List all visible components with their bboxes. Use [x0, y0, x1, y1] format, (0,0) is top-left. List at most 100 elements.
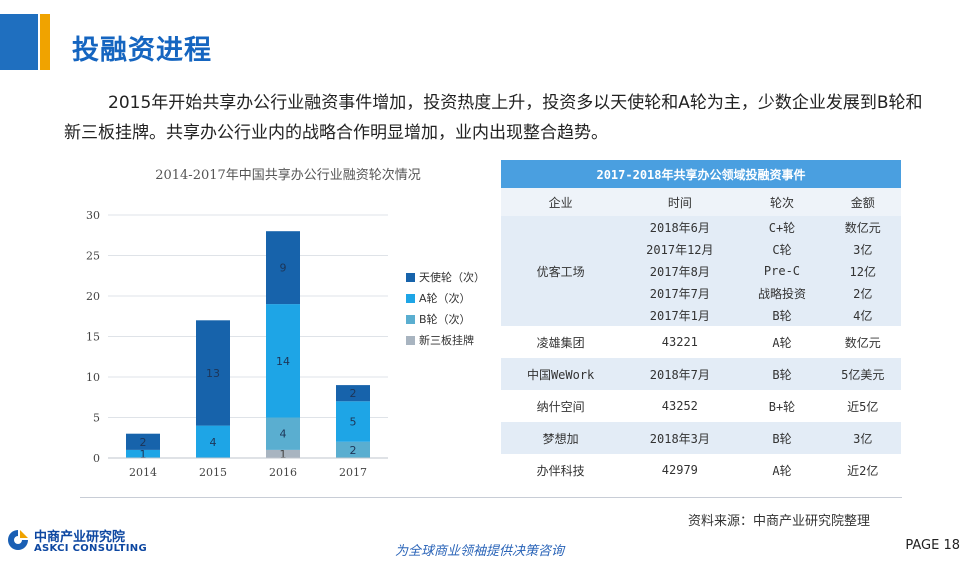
table-cell-amount: 12亿 — [824, 260, 901, 282]
table-cell-round: 战略投资 — [739, 282, 825, 304]
table-cell-round: C+轮 — [739, 216, 825, 238]
table-row: 2017年1月 B轮 4亿 — [501, 304, 901, 326]
bar-segment — [336, 401, 370, 442]
bar-data-label: 4 — [210, 436, 217, 449]
table-row: 凌雄集团 43221 A轮 数亿元 — [501, 326, 901, 358]
chart-title: 2014-2017年中国共享办公行业融资轮次情况 — [155, 168, 421, 183]
y-tick-label: 10 — [86, 371, 100, 384]
bar-data-label: 2 — [140, 436, 147, 449]
header-accent-blue — [0, 14, 38, 70]
table-cell-amount: 2亿 — [824, 282, 901, 304]
funding-events-table-wrap: 2017-2018年共享办公领域投融资事件 企业 时间 轮次 金额 优客工场 20… — [501, 160, 901, 486]
y-tick-label: 0 — [93, 452, 100, 465]
table-cell-company: 梦想加 — [501, 422, 621, 454]
bar-segment — [196, 320, 230, 426]
bar-data-label: 4 — [280, 428, 287, 441]
table-header-round: 轮次 — [739, 188, 825, 216]
table-cell-time: 2017年1月 — [620, 304, 740, 326]
table-cell-round: A轮 — [739, 326, 825, 358]
bar-segment — [266, 417, 300, 450]
table-cell-company: 优客工场 — [501, 216, 621, 326]
funding-rounds-chart: 2014-2017年中国共享办公行业融资轮次情况 0 5 10 15 20 25 30 1 2 2… — [78, 158, 498, 488]
bar-data-label: 1 — [140, 448, 147, 461]
legend-label: A轮（次） — [419, 291, 471, 305]
table-cell-amount: 3亿 — [824, 422, 901, 454]
legend-label: 天使轮（次） — [419, 270, 485, 284]
table-cell-round: B轮 — [739, 304, 825, 326]
legend-swatch — [406, 294, 415, 303]
intro-paragraph: 2015年开始共享办公行业融资事件增加，投资热度上升，投资多以天使轮和A轮为主，… — [64, 93, 923, 143]
table-row: 办伴科技 42979 A轮 近2亿 — [501, 454, 901, 486]
table-cell-company: 中国WeWork — [501, 358, 621, 390]
table-header-row: 企业 时间 轮次 金额 — [501, 188, 901, 216]
y-tick-label: 15 — [86, 331, 100, 344]
table-cell-round: B轮 — [739, 422, 825, 454]
askci-logo-icon — [8, 530, 28, 550]
x-tick-label: 2016 — [269, 466, 297, 479]
x-tick-label: 2017 — [339, 466, 367, 479]
bar-data-label: 9 — [280, 262, 287, 275]
bar-segment — [336, 441, 370, 458]
bar-data-label: 2 — [350, 444, 357, 457]
table-cell-time: 42979 — [620, 454, 740, 486]
slogan: 为全球商业领袖提供决策咨询 — [395, 544, 565, 559]
logo-text-cn: 中商产业研究院 — [34, 530, 126, 545]
table-header-time: 时间 — [620, 188, 740, 216]
legend-label: 新三板挂牌 — [419, 333, 474, 347]
header-accent-orange — [40, 14, 50, 70]
table-cell-company: 凌雄集团 — [501, 326, 621, 358]
table-cell-company: 纳什空间 — [501, 390, 621, 422]
table-row: 梦想加 2018年3月 B轮 3亿 — [501, 422, 901, 454]
bar-data-label: 13 — [206, 367, 220, 380]
footer-divider — [80, 497, 902, 498]
table-cell-time: 2017年7月 — [620, 282, 740, 304]
bar-data-label: 2 — [350, 387, 357, 400]
table-row: 2017年7月 战略投资 2亿 — [501, 282, 901, 304]
table-cell-amount: 近5亿 — [824, 390, 901, 422]
bar-segment — [126, 449, 160, 458]
table-row: 2017年12月 C轮 3亿 — [501, 238, 901, 260]
chart-svg: 0510152025301220144132015141492016252201… — [86, 209, 485, 479]
y-tick-label: 25 — [86, 250, 100, 263]
funding-events-table: 2017-2018年共享办公领域投融资事件 企业 时间 轮次 金额 优客工场 20… — [501, 160, 901, 486]
table-cell-amount: 数亿元 — [824, 216, 901, 238]
table-cell-amount: 5亿美元 — [824, 358, 901, 390]
table-cell-time: 2017年12月 — [620, 238, 740, 260]
table-row: 中国WeWork 2018年7月 B轮 5亿美元 — [501, 358, 901, 390]
table-row: 2017年8月 Pre-C 12亿 — [501, 260, 901, 282]
bar-data-label: 5 — [350, 416, 357, 429]
y-tick-label: 5 — [93, 412, 100, 425]
legend-swatch — [406, 336, 415, 345]
table-cell-round: B轮 — [739, 358, 825, 390]
bar-segment — [196, 425, 230, 458]
table-row: 纳什空间 43252 B+轮 近5亿 — [501, 390, 901, 422]
legend-label: B轮（次） — [419, 312, 471, 326]
table-cell-time: 43252 — [620, 390, 740, 422]
legend-swatch — [406, 315, 415, 324]
table-cell-amount: 数亿元 — [824, 326, 901, 358]
bar-segment — [266, 304, 300, 418]
bar-data-label: 14 — [276, 355, 290, 368]
y-tick-label: 30 — [86, 209, 100, 222]
bar-segment — [266, 231, 300, 305]
table-cell-time: 2017年8月 — [620, 260, 740, 282]
table-cell-amount: 4亿 — [824, 304, 901, 326]
table-cell-amount: 近2亿 — [824, 454, 901, 486]
bar-segment — [266, 449, 300, 458]
table-cell-amount: 3亿 — [824, 238, 901, 260]
x-tick-label: 2014 — [129, 466, 157, 479]
bar-segment — [126, 433, 160, 450]
table-cell-company: 办伴科技 — [501, 454, 621, 486]
table-title: 2017-2018年共享办公领域投融资事件 — [501, 160, 901, 188]
table-cell-round: Pre-C — [739, 260, 825, 282]
table-cell-time: 43221 — [620, 326, 740, 358]
logo-text-en: ASKCI CONSULTING — [34, 543, 147, 554]
bar-segment — [336, 385, 370, 402]
table-cell-time: 2018年6月 — [620, 216, 740, 238]
legend-swatch — [406, 273, 415, 282]
table-header-company: 企业 — [501, 188, 621, 216]
bar-data-label: 1 — [280, 448, 287, 461]
table-cell-time: 2018年7月 — [620, 358, 740, 390]
page-title: 投融资进程 — [72, 35, 212, 66]
page-number: PAGE 18 — [905, 538, 960, 553]
